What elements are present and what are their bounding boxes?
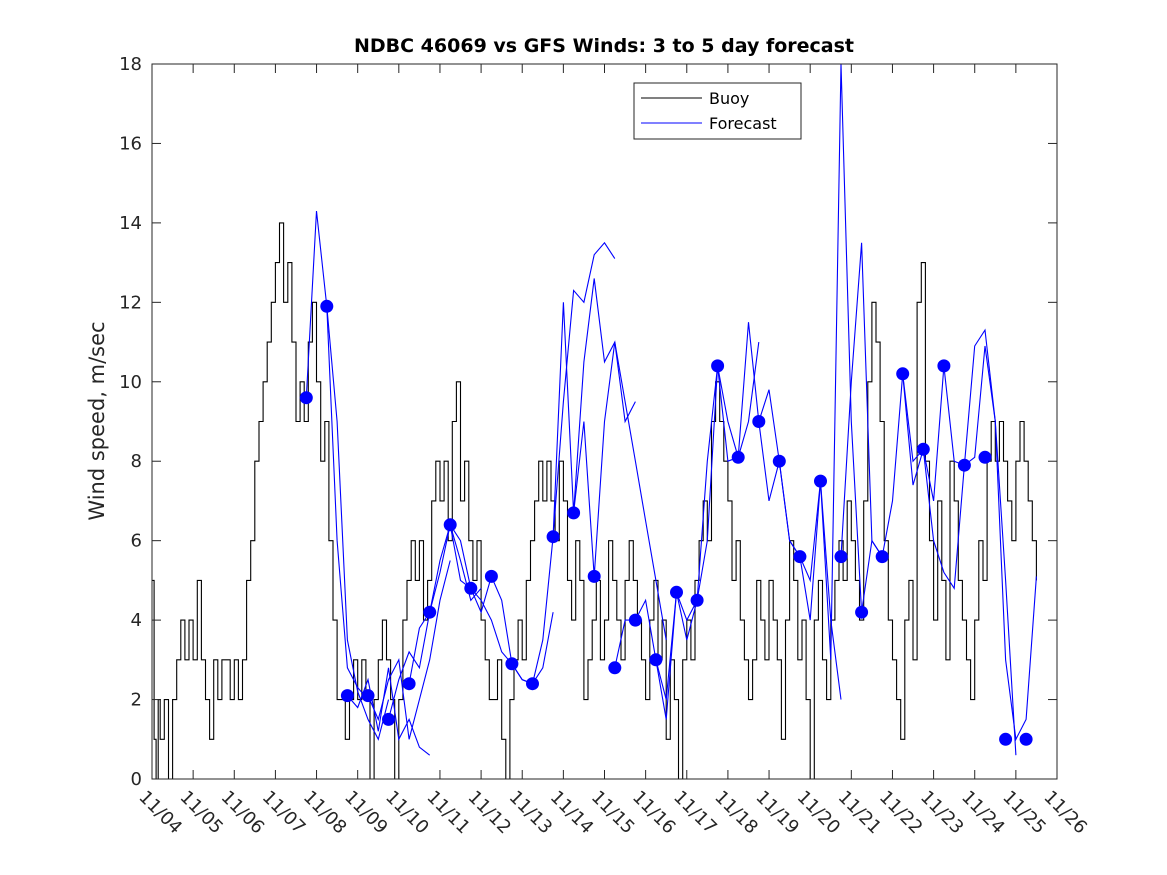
forecast-marker <box>731 450 745 464</box>
forecast-marker <box>649 653 663 667</box>
forecast-marker <box>361 689 375 703</box>
forecast-marker <box>834 550 848 564</box>
clipped-data <box>152 63 1037 780</box>
forecast-marker <box>526 677 539 691</box>
forecast-series-line-19 <box>964 345 1037 742</box>
forecast-series-line-1 <box>305 210 369 700</box>
forecast-marker <box>484 569 498 583</box>
legend: Buoy Forecast <box>633 82 802 140</box>
y-tick-label: 6 <box>131 531 142 552</box>
forecast-marker <box>999 732 1013 746</box>
forecast-series-line-5 <box>387 522 482 720</box>
forecast-marker <box>299 391 313 405</box>
y-tick-label: 14 <box>119 213 142 234</box>
forecast-series-line-17 <box>902 365 965 502</box>
legend-forecast-label: Forecast <box>709 114 777 133</box>
forecast-marker <box>505 657 519 671</box>
forecast-series-line-10 <box>573 342 667 641</box>
forecast-marker <box>896 367 910 381</box>
y-tick-label: 10 <box>119 372 142 393</box>
y-tick-label: 8 <box>131 451 142 472</box>
y-tick-label: 2 <box>131 690 142 711</box>
forecast-series-line-4 <box>367 560 451 740</box>
forecast-marker <box>402 677 416 691</box>
forecast-marker <box>855 605 869 619</box>
forecast-marker <box>937 359 951 373</box>
forecast-marker <box>382 712 395 726</box>
forecast-marker <box>608 661 622 675</box>
data-layer <box>152 63 1037 780</box>
forecast-marker <box>567 506 581 520</box>
y-tick-label: 18 <box>119 54 142 75</box>
y-tick-label: 4 <box>131 610 142 631</box>
forecast-marker <box>793 550 807 564</box>
legend-box <box>633 82 802 140</box>
forecast-marker <box>814 474 827 488</box>
forecast-marker <box>772 454 786 468</box>
y-tick-label: 0 <box>131 769 142 790</box>
forecast-marker <box>443 518 457 532</box>
forecast-marker <box>670 585 683 599</box>
forecast-marker <box>628 613 642 627</box>
forecast-marker <box>423 605 437 619</box>
forecast-series-line-9 <box>552 278 636 537</box>
forecast-marker <box>978 450 992 464</box>
forecast-marker <box>320 299 334 313</box>
legend-buoy-label: Buoy <box>709 89 749 108</box>
forecast-marker <box>546 530 560 544</box>
y-tick-label: 12 <box>119 292 142 313</box>
forecast-series-line-2 <box>326 306 390 741</box>
forecast-marker <box>752 415 766 428</box>
forecast-marker <box>1019 732 1033 746</box>
forecast-marker <box>711 359 725 373</box>
forecast-marker <box>690 593 704 607</box>
forecast-marker <box>957 458 971 472</box>
forecast-marker <box>340 689 354 703</box>
plot-area: 02468101214161811/0411/0511/0611/0711/08… <box>119 54 1091 838</box>
y-tick-label: 16 <box>119 133 142 154</box>
forecast-marker <box>875 550 889 564</box>
forecast-series-line-3 <box>346 667 431 756</box>
forecast-series-line-18 <box>922 328 1017 756</box>
forecast-series-line-12 <box>655 342 760 720</box>
forecast-marker <box>464 581 478 595</box>
forecast-marker <box>916 442 930 456</box>
buoy-series-line <box>152 222 1037 780</box>
chart-title: NDBC 46069 vs GFS Winds: 3 to 5 day fore… <box>354 35 854 57</box>
forecast-marker <box>587 569 601 583</box>
y-axis-label: Wind speed, m/sec <box>85 321 109 520</box>
